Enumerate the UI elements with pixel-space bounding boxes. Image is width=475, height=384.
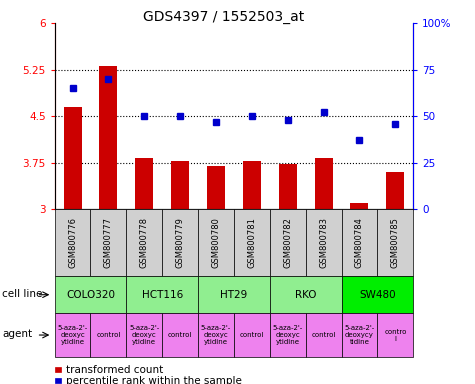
Text: SW480: SW480 (359, 290, 396, 300)
Text: control: control (168, 332, 192, 338)
Bar (207, 166, 225, 209)
Text: GDS4397 / 1552503_at: GDS4397 / 1552503_at (142, 10, 304, 23)
Text: 5-aza-2'-
deoxyc
ytidine: 5-aza-2'- deoxyc ytidine (273, 325, 303, 345)
Text: GSM800780: GSM800780 (211, 217, 220, 268)
Text: GSM800785: GSM800785 (391, 217, 400, 268)
Text: cell line: cell line (2, 289, 43, 299)
Text: GSM800779: GSM800779 (176, 217, 185, 268)
Text: contro
l: contro l (384, 329, 407, 341)
Text: control: control (312, 332, 336, 338)
Text: control: control (96, 332, 121, 338)
Text: GSM800784: GSM800784 (355, 217, 364, 268)
Text: GSM800777: GSM800777 (104, 217, 113, 268)
Bar (351, 203, 369, 209)
Text: percentile rank within the sample: percentile rank within the sample (66, 376, 242, 384)
Text: 5-aza-2'-
deoxyc
ytidine: 5-aza-2'- deoxyc ytidine (129, 325, 160, 345)
Bar (279, 164, 297, 209)
Text: GSM800782: GSM800782 (283, 217, 292, 268)
Text: GSM800783: GSM800783 (319, 217, 328, 268)
Bar (171, 161, 189, 209)
Text: transformed count: transformed count (66, 365, 164, 375)
Text: 5-aza-2'-
deoxyc
ytidine: 5-aza-2'- deoxyc ytidine (201, 325, 231, 345)
Text: HCT116: HCT116 (142, 290, 183, 300)
Text: GSM800776: GSM800776 (68, 217, 77, 268)
Text: GSM800781: GSM800781 (247, 217, 257, 268)
Text: COLO320: COLO320 (66, 290, 115, 300)
Text: agent: agent (2, 329, 32, 339)
Bar (99, 66, 117, 209)
Text: HT29: HT29 (220, 290, 247, 300)
Bar (314, 158, 332, 209)
Bar (386, 172, 404, 209)
Bar (243, 161, 261, 209)
Text: control: control (240, 332, 264, 338)
Text: 5-aza-2'-
deoxyc
ytidine: 5-aza-2'- deoxyc ytidine (57, 325, 88, 345)
Text: GSM800778: GSM800778 (140, 217, 149, 268)
Bar (64, 107, 82, 209)
Bar (135, 158, 153, 209)
Text: 5-aza-2'-
deoxycy
tidine: 5-aza-2'- deoxycy tidine (344, 325, 375, 345)
Text: RKO: RKO (295, 290, 316, 300)
